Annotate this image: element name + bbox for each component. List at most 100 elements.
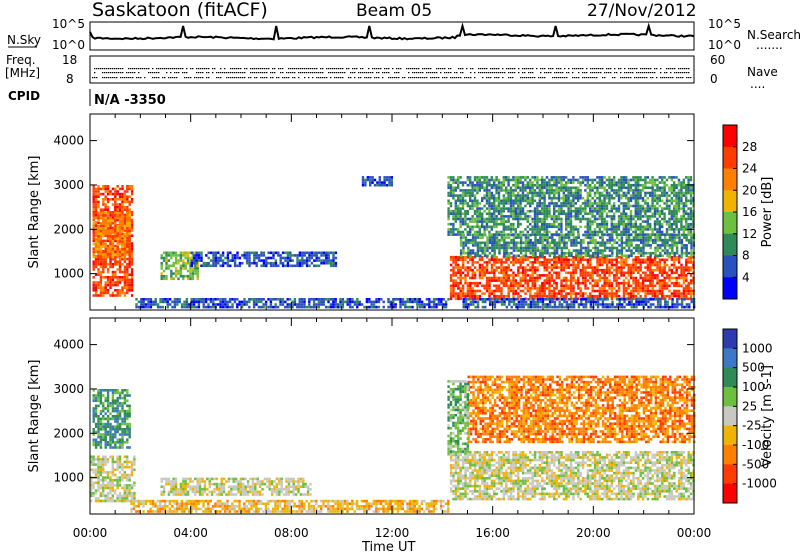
heatmap-cell <box>601 284 604 288</box>
heatmap-cell <box>116 283 119 287</box>
heatmap-cell <box>116 291 119 295</box>
heatmap-cell <box>521 189 525 192</box>
heatmap-cell <box>461 217 465 221</box>
heatmap-cell <box>118 222 122 225</box>
freq-dot <box>200 68 202 70</box>
heatmap-cell <box>661 254 664 258</box>
heatmap-cell <box>279 254 282 257</box>
freq-dot <box>436 77 438 79</box>
freq-dot <box>634 68 636 70</box>
heatmap-cell <box>420 300 424 304</box>
heatmap-cell <box>167 254 171 257</box>
heatmap-cell <box>622 261 626 264</box>
heatmap-cell <box>336 303 340 306</box>
heatmap-cell <box>502 268 506 272</box>
freq-dot <box>474 77 476 79</box>
heatmap-cell <box>214 264 218 268</box>
freq-dot <box>234 77 236 79</box>
heatmap-cell <box>551 251 554 255</box>
heatmap-cell <box>130 190 134 193</box>
heatmap-cell <box>99 257 103 261</box>
heatmap-cell <box>565 183 568 187</box>
heatmap-cell <box>591 279 594 282</box>
heatmap-cell <box>557 204 561 208</box>
heatmap-cell <box>598 279 602 282</box>
heatmap-cell <box>104 245 107 248</box>
heatmap-cell <box>548 191 551 195</box>
heatmap-cell <box>109 250 112 253</box>
heatmap-cell <box>560 236 564 239</box>
heatmap-cell <box>541 217 544 221</box>
heatmap-cell <box>195 251 198 255</box>
heatmap-cell <box>550 289 554 293</box>
heatmap-cell <box>94 222 98 225</box>
heatmap-cell <box>575 251 578 255</box>
heatmap-cell <box>519 246 523 250</box>
heatmap-cell <box>541 225 544 229</box>
heatmap-cell <box>485 196 489 200</box>
heatmap-cell <box>281 298 285 301</box>
heatmap-cell <box>461 266 465 269</box>
freq-dot <box>592 72 594 74</box>
heatmap-cell <box>533 191 537 195</box>
heatmap-cell <box>541 274 544 277</box>
heatmap-cell <box>356 305 359 309</box>
heatmap-cell <box>546 249 549 252</box>
heatmap-cell <box>687 289 690 293</box>
heatmap-cell <box>572 276 575 280</box>
heatmap-cell <box>469 176 472 179</box>
heatmap-cell <box>118 263 122 266</box>
heatmap-cell <box>579 238 583 242</box>
heatmap-cell <box>610 294 614 298</box>
heatmap-cell <box>474 244 477 247</box>
heatmap-cell <box>565 220 568 223</box>
heatmap-cell <box>116 294 119 297</box>
heatmap-cell <box>594 246 597 250</box>
heatmap-cell <box>507 202 510 205</box>
freq-dot <box>220 72 222 74</box>
heatmap-cell <box>466 281 470 285</box>
heatmap-cell <box>502 178 505 182</box>
heatmap-cell <box>104 276 107 279</box>
heatmap-cell <box>172 277 175 281</box>
heatmap-cell <box>502 230 505 234</box>
heatmap-cell <box>541 249 544 252</box>
heatmap-cell <box>165 261 168 265</box>
heatmap-cell <box>519 217 522 221</box>
heatmap-cell <box>625 249 628 252</box>
heatmap-cell <box>603 287 606 290</box>
heatmap-cell <box>104 185 107 188</box>
heatmap-cell <box>481 292 484 295</box>
heatmap-cell <box>591 289 594 293</box>
heatmap-cell <box>488 189 491 192</box>
heatmap-cell <box>102 214 105 217</box>
heatmap-cell <box>116 237 119 241</box>
heatmap-cell <box>584 284 587 288</box>
heatmap-cell <box>114 190 117 193</box>
heatmap-cell <box>524 183 527 187</box>
heatmap-cell <box>536 181 539 184</box>
heatmap-cell <box>661 238 664 242</box>
freq-dot <box>150 72 152 74</box>
heatmap-cell <box>298 305 301 309</box>
heatmap-cell <box>466 233 469 236</box>
heatmap-cell <box>461 212 465 216</box>
heatmap-cell <box>121 211 124 214</box>
heatmap-cell <box>560 233 564 237</box>
heatmap-cell <box>534 244 537 247</box>
heatmap-cell <box>106 248 110 251</box>
heatmap-cell <box>553 266 556 269</box>
heatmap-cell <box>521 271 525 275</box>
heatmap-cell <box>160 274 163 278</box>
heatmap-cell <box>447 199 450 203</box>
heatmap-cell <box>500 222 503 226</box>
heatmap-cell <box>567 236 571 239</box>
heatmap-cell <box>123 242 127 246</box>
heatmap-cell <box>658 258 662 262</box>
heatmap-cell <box>243 298 246 301</box>
heatmap-cell <box>272 251 275 255</box>
heatmap-cell <box>130 211 134 214</box>
heatmap-cell <box>521 230 525 234</box>
freq-dot <box>298 77 300 79</box>
freq-dot <box>632 68 634 70</box>
